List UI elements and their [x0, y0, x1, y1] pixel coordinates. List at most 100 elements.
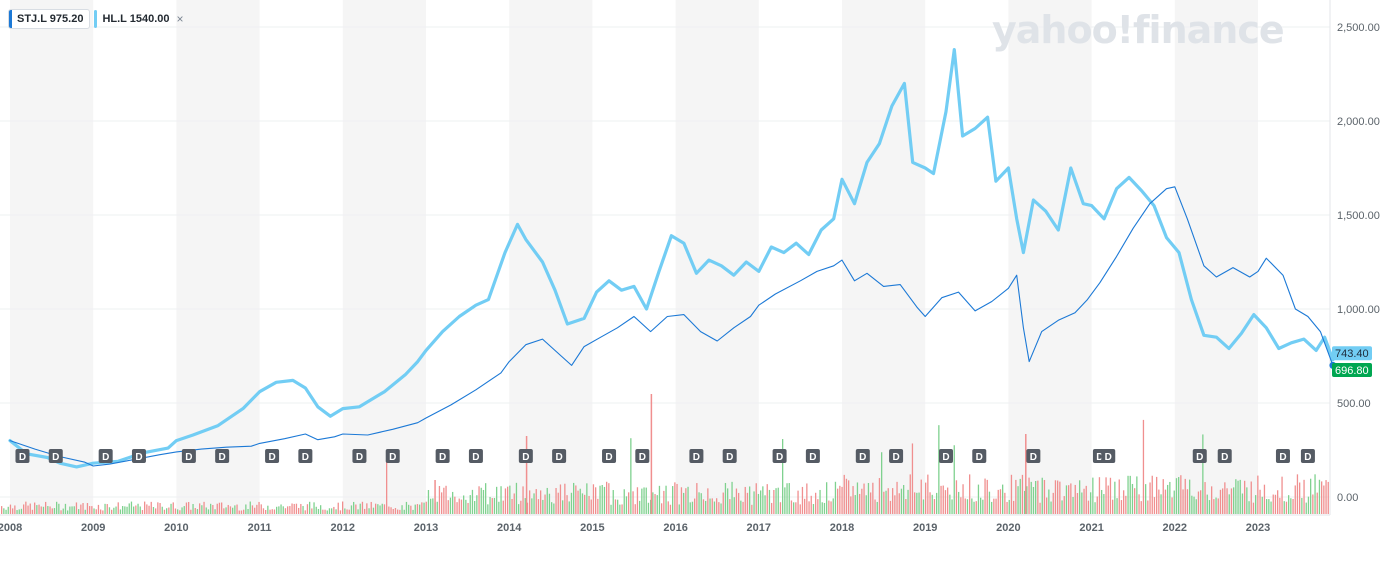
dividend-marker[interactable] — [772, 449, 787, 463]
volume-bar — [359, 503, 361, 514]
volume-bar — [667, 501, 669, 514]
volume-bar — [804, 498, 806, 514]
dividend-marker[interactable] — [215, 449, 230, 463]
x-tick-label: 2013 — [414, 522, 438, 534]
volume-bar — [991, 501, 993, 514]
x-tick-label: 2010 — [164, 522, 188, 534]
volume-bar — [614, 499, 617, 514]
volume-bar — [487, 504, 489, 514]
volume-bar — [111, 509, 113, 514]
volume-bar — [1070, 483, 1072, 514]
dividend-marker[interactable] — [131, 449, 146, 463]
volume-bar — [746, 492, 749, 514]
volume-bar — [927, 474, 929, 514]
volume-bar — [672, 486, 674, 514]
stj-legend-label: STJ.L 975.20 — [17, 13, 84, 25]
volume-bar — [218, 502, 221, 514]
volume-bar — [581, 493, 584, 514]
volume-bar — [256, 504, 258, 514]
volume-bar — [1184, 478, 1186, 514]
volume-bar — [1035, 480, 1037, 514]
volume-bar — [3, 508, 5, 514]
dividend-marker[interactable] — [15, 449, 30, 463]
volume-bar — [397, 509, 399, 514]
volume-bar — [342, 501, 344, 514]
volume-bar — [988, 491, 991, 514]
volume-bar — [720, 503, 722, 514]
legend-series-hl[interactable]: HL.L 1540.00 × — [94, 10, 184, 28]
dividend-marker[interactable] — [1192, 449, 1207, 463]
x-tick-label: 2022 — [1163, 522, 1187, 534]
volume-bar — [1290, 498, 1292, 514]
x-tick-label: 2011 — [248, 522, 272, 534]
dividend-marker-label: D — [605, 452, 612, 463]
dividend-marker-label: D — [776, 452, 783, 463]
dividend-marker[interactable] — [1217, 449, 1232, 463]
volume-bar — [733, 497, 735, 514]
volume-bar — [225, 507, 227, 514]
volume-bar — [67, 510, 69, 514]
volume-bar — [324, 509, 326, 514]
volume-bar — [628, 492, 630, 514]
dividend-marker[interactable] — [435, 449, 450, 463]
volume-bar — [896, 481, 898, 514]
dividend-marker[interactable] — [48, 449, 63, 463]
dividend-marker[interactable] — [722, 449, 737, 463]
dividend-marker[interactable] — [889, 449, 904, 463]
dividend-marker[interactable] — [855, 449, 870, 463]
volume-bar — [881, 452, 883, 514]
dividend-marker[interactable] — [181, 449, 196, 463]
dividend-marker[interactable] — [518, 449, 533, 463]
dividend-marker[interactable] — [352, 449, 367, 463]
dividend-marker[interactable] — [265, 449, 280, 463]
dividend-marker[interactable] — [602, 449, 617, 463]
remove-comparison-close-icon[interactable]: × — [176, 12, 184, 26]
volume-bar — [689, 502, 691, 514]
volume-bar — [1059, 481, 1061, 514]
volume-bar — [1103, 494, 1105, 514]
volume-bar — [1270, 501, 1272, 514]
volume-bar — [1191, 495, 1193, 514]
volume-bar — [1153, 497, 1156, 514]
volume-bar — [124, 506, 126, 514]
volume-bar — [522, 486, 524, 514]
volume-bar — [78, 509, 80, 514]
dividend-marker[interactable] — [1275, 449, 1290, 463]
volume-bar — [91, 506, 93, 514]
volume-bar — [916, 492, 918, 514]
volume-bar — [1211, 486, 1213, 514]
volume-bar — [546, 487, 548, 514]
volume-bar — [56, 501, 58, 514]
volume-bar — [757, 493, 760, 514]
dividend-marker[interactable] — [972, 449, 987, 463]
dividend-marker[interactable] — [1300, 449, 1315, 463]
dividend-marker[interactable] — [939, 449, 953, 463]
volume-bar — [995, 498, 997, 514]
dividend-marker[interactable] — [468, 449, 483, 463]
dividend-marker[interactable] — [552, 449, 567, 463]
volume-bar — [223, 508, 225, 514]
dividend-marker[interactable] — [1026, 449, 1041, 463]
volume-bar — [390, 507, 392, 514]
y-tick-label: 2,500.00 — [1337, 22, 1380, 34]
legend-series-stj[interactable]: STJ.L 975.20 — [8, 9, 91, 29]
year-band — [842, 0, 926, 515]
dividend-marker[interactable] — [689, 449, 704, 463]
dividend-marker[interactable] — [385, 449, 400, 463]
volume-bar — [619, 504, 621, 514]
volume-bar — [1118, 479, 1120, 514]
volume-bar — [925, 482, 927, 514]
volume-bar — [295, 503, 298, 514]
dividend-marker[interactable] — [98, 449, 113, 463]
dividend-marker[interactable] — [298, 449, 313, 463]
dividend-marker[interactable] — [635, 449, 650, 463]
dividend-marker[interactable] — [1101, 449, 1116, 463]
dividend-marker[interactable] — [805, 449, 820, 463]
volume-bar — [526, 502, 529, 514]
volume-bar — [236, 504, 238, 514]
volume-bar — [729, 499, 731, 514]
volume-bar — [1147, 500, 1149, 514]
volume-bar — [1222, 488, 1224, 514]
volume-bar — [405, 501, 408, 514]
